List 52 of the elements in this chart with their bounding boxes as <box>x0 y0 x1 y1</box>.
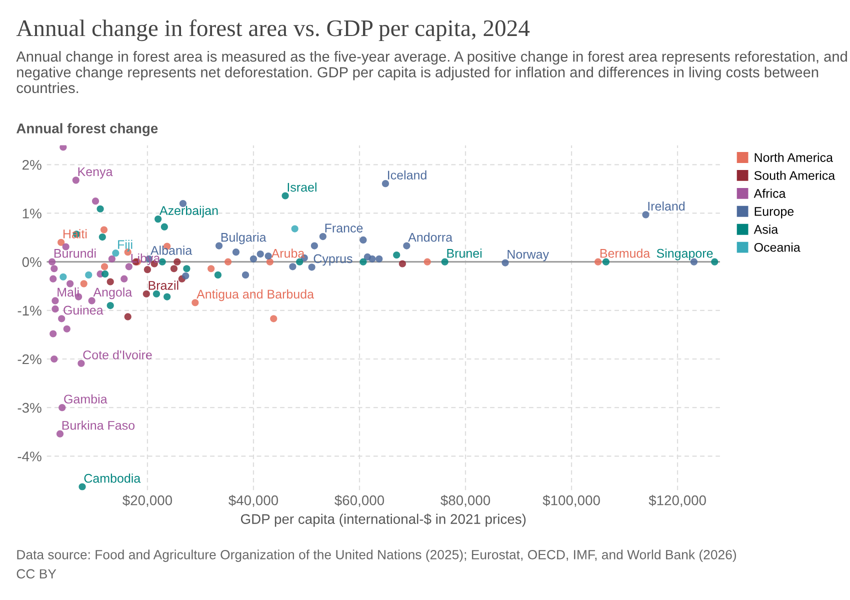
x-tick-label: $120,000 <box>648 494 706 507</box>
y-tick-label: -3% <box>18 402 42 413</box>
data-label: Israel <box>288 182 316 192</box>
legend-label: North America <box>754 152 833 162</box>
data-label: Iceland <box>388 170 426 180</box>
data-label: Gambia <box>64 394 108 404</box>
data-label: Albania <box>150 246 192 255</box>
data-label: Cote d'Ivoire <box>83 350 152 360</box>
chart-title: Annual change in forest area vs. GDP per capita, 2024 <box>16 19 530 42</box>
x-tick-label: $100,000 <box>542 494 600 507</box>
data-label: Norway <box>508 250 550 262</box>
data-label: Ireland <box>648 201 685 211</box>
legend-label: Oceania <box>754 242 800 252</box>
data-label: Cyprus <box>314 254 352 266</box>
legend-label: Europe <box>754 207 794 218</box>
x-tick-label: $80,000 <box>440 494 490 507</box>
legend-label: South America <box>754 170 836 180</box>
legend-label: Africa <box>754 188 786 198</box>
data-label: Aruba <box>271 248 305 258</box>
y-axis-title: Annual forest change <box>16 123 158 136</box>
y-tick-label: -1% <box>18 306 42 316</box>
text: CC BY <box>16 569 56 579</box>
data-label: Antigua and Barbuda <box>196 289 314 302</box>
y-tick-label: -4% <box>18 452 42 462</box>
data-label: France <box>325 224 363 233</box>
data-label: Guinea <box>64 305 104 315</box>
y-tick-label: 1% <box>22 208 42 218</box>
x-tick-label: $40,000 <box>228 494 278 507</box>
legend-label: Asia <box>754 224 778 234</box>
y-tick-label: 2% <box>22 160 42 170</box>
y-tick-label: 0% <box>22 257 42 267</box>
x-tick-label: $60,000 <box>334 494 384 507</box>
data-label: Burundi <box>54 248 96 258</box>
data-label: Cambodia <box>84 474 141 483</box>
source-note: Data source: Food and Agriculture Organization of the United Nations (2025); Eurostat, OECD, IMF, and World Bank (2026) <box>17 550 736 562</box>
data-label: Brunei <box>447 248 482 258</box>
y-tick-label: -2% <box>18 354 42 364</box>
data-label: Fiji <box>118 240 132 252</box>
data-label: Mali <box>58 287 79 297</box>
data-label: Burkina Faso <box>62 420 135 430</box>
data-label: Kenya <box>78 167 113 179</box>
data-label: Angola <box>93 287 132 300</box>
data-label: Libya <box>131 253 160 266</box>
data-label: Bermuda <box>600 248 650 258</box>
chart-subtitle: Annual change in forest area is measured as the five-year average. A positive change in forest area represents reforestation, and negative change represents net deforestation. GDP per capita is adjusted for inflation and differences in living costs between countries. <box>16 51 847 94</box>
data-label: Bulgaria <box>221 232 266 244</box>
data-label: Andorra <box>408 232 453 242</box>
data-label: Brazil <box>148 280 178 290</box>
x-tick-label: $20,000 <box>122 494 172 507</box>
x-axis-title: GDP per capita (international-$ in 2021 prices) <box>240 514 526 527</box>
data-label: Azerbaijan <box>159 206 218 218</box>
data-label: Singapore <box>656 248 713 260</box>
